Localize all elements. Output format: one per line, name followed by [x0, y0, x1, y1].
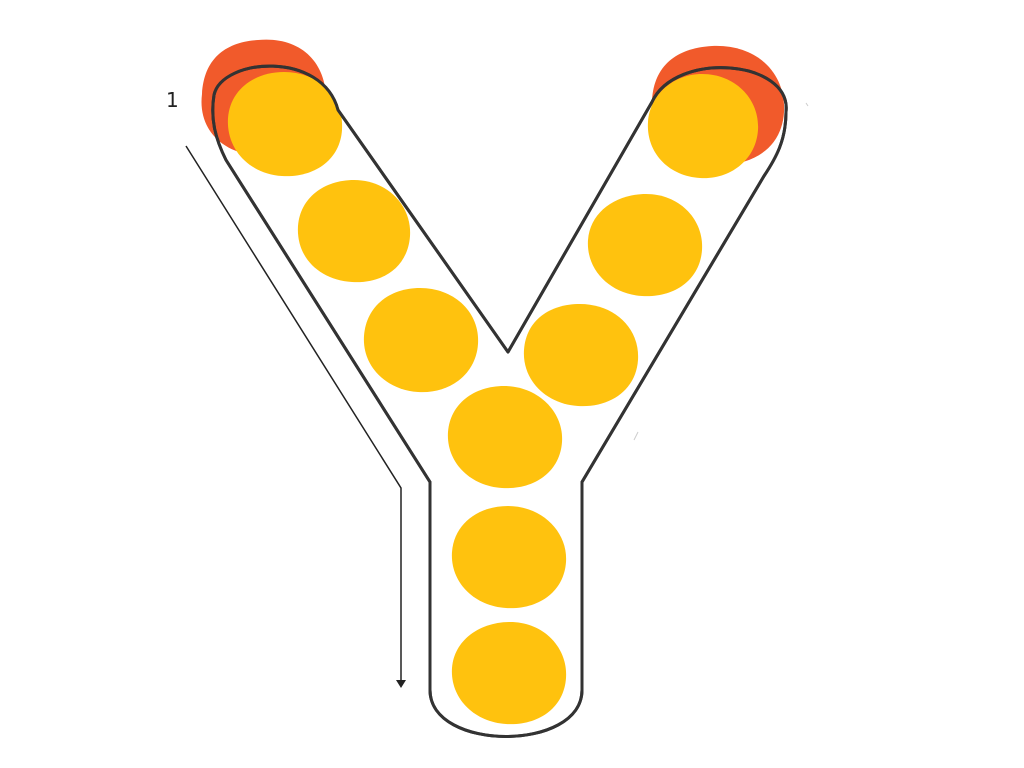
stroke-number-label: 1	[166, 88, 179, 112]
tracing-dot	[523, 304, 639, 407]
tracing-dots	[227, 72, 759, 725]
stroke-direction-arrow	[185, 145, 406, 688]
stray-marks	[633, 102, 809, 441]
tracing-dot	[227, 72, 343, 177]
tracing-dot	[451, 622, 567, 725]
tracing-dot	[451, 506, 567, 609]
tracing-dot	[447, 386, 563, 489]
tracing-dot	[363, 288, 479, 393]
tracing-dot	[587, 194, 703, 297]
tracing-dot	[297, 180, 411, 283]
tracing-dot	[647, 74, 759, 179]
